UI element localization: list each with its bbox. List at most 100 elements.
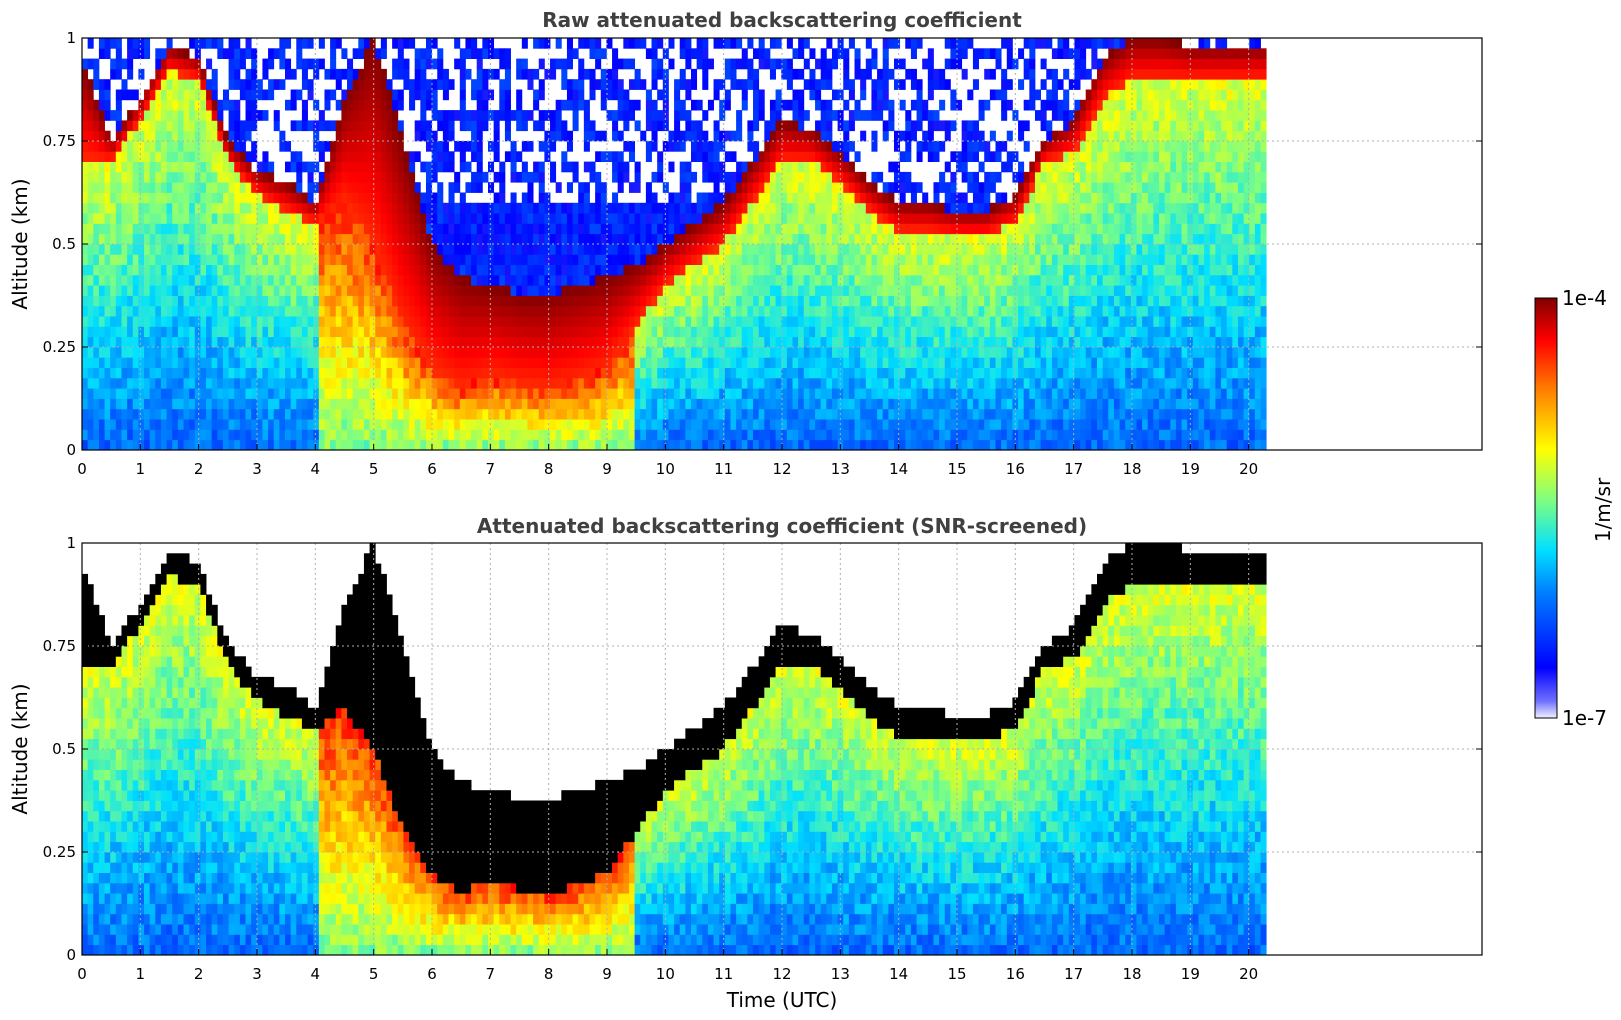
heatmap-cell	[177, 254, 184, 265]
heatmap-cell	[527, 192, 534, 204]
heatmap-cell	[775, 151, 782, 162]
heatmap-cell	[719, 264, 726, 276]
heatmap-cell	[595, 79, 602, 90]
heatmap-cell	[702, 171, 709, 183]
heatmap-cell	[538, 377, 545, 389]
heatmap-cell	[691, 347, 698, 358]
heatmap-cell	[747, 182, 754, 193]
heatmap-cell	[347, 130, 354, 142]
heatmap-cell	[285, 429, 292, 441]
heatmap-cell	[702, 79, 709, 90]
heatmap-cell	[251, 151, 258, 162]
heatmap-cell	[871, 89, 878, 101]
heatmap-cell	[144, 89, 151, 101]
heatmap-cell	[324, 141, 331, 152]
heatmap-cell	[860, 79, 867, 90]
heatmap-cell	[623, 367, 630, 379]
heatmap-cell	[471, 244, 478, 255]
heatmap-cell	[719, 79, 726, 90]
heatmap-cell	[510, 347, 517, 358]
heatmap-cell	[781, 192, 788, 204]
heatmap-cell	[764, 264, 771, 276]
heatmap-cell	[127, 151, 134, 162]
heatmap-cell	[499, 377, 506, 389]
heatmap-cell	[403, 202, 410, 214]
heatmap-cell	[628, 223, 636, 235]
heatmap-cell	[301, 439, 308, 451]
heatmap-cell	[442, 79, 449, 90]
heatmap-cell	[538, 38, 545, 49]
heatmap-cell	[736, 336, 743, 348]
heatmap-cell	[375, 285, 382, 296]
heatmap-cell	[769, 316, 776, 327]
heatmap-cell	[234, 192, 241, 204]
heatmap-cell	[589, 408, 596, 420]
heatmap-cell	[736, 223, 743, 235]
heatmap-cell	[753, 254, 760, 265]
heatmap-cell	[330, 120, 337, 132]
heatmap-cell	[155, 388, 162, 399]
heatmap-cell	[82, 120, 89, 132]
heatmap-cell	[685, 161, 692, 173]
heatmap-cell	[685, 285, 692, 296]
heatmap-cell	[324, 419, 331, 430]
heatmap-cell	[668, 295, 675, 307]
heatmap-cell	[234, 336, 241, 348]
heatmap-cell	[301, 388, 308, 399]
heatmap-cell	[380, 161, 387, 173]
heatmap-cell	[369, 357, 376, 368]
heatmap-cell	[538, 326, 545, 338]
heatmap-cell	[87, 439, 94, 451]
heatmap-cell	[561, 202, 568, 214]
heatmap-cell	[183, 58, 190, 70]
heatmap-cell	[82, 89, 89, 101]
heatmap-cell	[425, 316, 433, 327]
heatmap-cell	[865, 408, 872, 420]
heatmap-cell	[713, 244, 720, 255]
heatmap-cell	[628, 182, 636, 193]
heatmap-cell	[679, 367, 686, 379]
heatmap-cell	[702, 213, 709, 224]
heatmap-cell	[425, 398, 433, 410]
heatmap-cell	[234, 58, 241, 70]
heatmap-cell	[533, 398, 540, 410]
heatmap-cell	[730, 377, 737, 389]
heatmap-cell	[459, 398, 466, 410]
heatmap-cell	[245, 295, 252, 307]
heatmap-cell	[172, 244, 179, 255]
heatmap-cell	[369, 316, 376, 327]
heatmap-cell	[600, 182, 607, 193]
heatmap-cell	[403, 192, 410, 204]
heatmap-cell	[352, 419, 359, 430]
heatmap-cell	[476, 244, 483, 255]
heatmap-cell	[268, 357, 275, 368]
heatmap-cell	[217, 388, 224, 399]
heatmap-cell	[245, 264, 252, 276]
heatmap-cell	[803, 316, 810, 327]
heatmap-cell	[437, 274, 444, 286]
heatmap-cell	[301, 398, 308, 410]
heatmap-cell	[572, 171, 579, 183]
heatmap-cell	[437, 233, 444, 245]
heatmap-cell	[538, 357, 545, 368]
heatmap-cell	[222, 295, 230, 307]
heatmap-cell	[104, 110, 111, 121]
heatmap-cell	[172, 419, 179, 430]
heatmap-cell	[459, 377, 466, 389]
heatmap-cell	[550, 202, 557, 214]
heatmap-cell	[166, 99, 173, 111]
heatmap-cell	[606, 398, 613, 410]
heatmap-cell	[183, 89, 190, 101]
heatmap-cell	[138, 347, 145, 358]
heatmap-cell	[115, 439, 122, 451]
heatmap-cell	[606, 254, 613, 265]
heatmap-cell	[871, 213, 878, 224]
heatmap-cell	[318, 38, 325, 49]
heatmap-cell	[713, 182, 720, 193]
heatmap-cell	[352, 357, 359, 368]
heatmap-cell	[843, 388, 850, 399]
heatmap-cell	[820, 233, 827, 245]
heatmap-cell	[425, 367, 433, 379]
heatmap-cell	[330, 223, 337, 235]
heatmap-cell	[431, 439, 438, 451]
